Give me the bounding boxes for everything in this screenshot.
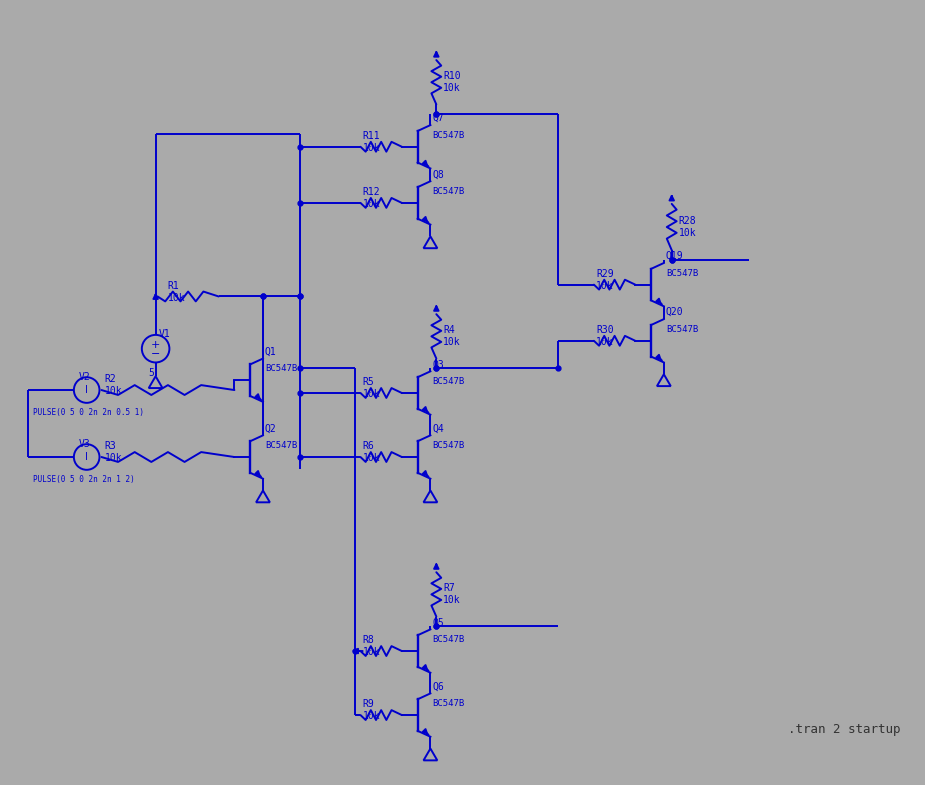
Text: Q6: Q6 <box>432 681 444 692</box>
Text: V2: V2 <box>79 372 91 382</box>
Text: BC547B: BC547B <box>432 635 464 644</box>
Text: 10k: 10k <box>105 386 122 396</box>
Text: Q2: Q2 <box>265 423 277 433</box>
Text: V1: V1 <box>158 329 170 339</box>
Text: BC547B: BC547B <box>432 187 464 196</box>
Text: 10k: 10k <box>363 711 380 721</box>
Text: Q5: Q5 <box>432 618 444 627</box>
Text: BC547B: BC547B <box>265 364 297 374</box>
Text: R29: R29 <box>596 269 613 279</box>
Text: 10k: 10k <box>443 82 461 93</box>
Text: V3: V3 <box>79 440 91 449</box>
Text: R3: R3 <box>105 441 117 451</box>
Text: BC547B: BC547B <box>265 441 297 451</box>
Text: Q7: Q7 <box>432 113 444 123</box>
Text: 10k: 10k <box>363 453 380 463</box>
Text: R9: R9 <box>363 699 375 710</box>
Text: BC547B: BC547B <box>666 325 698 334</box>
Text: .tran 2 startup: .tran 2 startup <box>788 723 900 736</box>
Text: 10k: 10k <box>443 337 461 347</box>
Text: R12: R12 <box>363 187 380 197</box>
Text: +: + <box>151 340 160 350</box>
Text: PULSE(0 5 0 2n 2n 1 2): PULSE(0 5 0 2n 2n 1 2) <box>32 475 134 484</box>
Text: BC547B: BC547B <box>432 699 464 708</box>
Text: Q3: Q3 <box>432 360 444 370</box>
Text: I: I <box>85 385 88 395</box>
Text: Q1: Q1 <box>265 346 277 356</box>
Text: 10k: 10k <box>363 647 380 657</box>
Text: BC547B: BC547B <box>666 269 698 278</box>
Text: 10k: 10k <box>679 228 697 238</box>
Text: 10k: 10k <box>363 143 380 153</box>
Text: 10k: 10k <box>596 337 613 347</box>
Text: 10k: 10k <box>363 199 380 209</box>
Text: R10: R10 <box>443 71 461 81</box>
Text: R8: R8 <box>363 635 375 645</box>
Text: 10k: 10k <box>596 281 613 290</box>
Text: 10k: 10k <box>363 389 380 399</box>
Text: R11: R11 <box>363 131 380 141</box>
Text: R6: R6 <box>363 441 375 451</box>
Text: 10k: 10k <box>105 453 122 463</box>
Text: 10k: 10k <box>167 293 185 302</box>
Text: R5: R5 <box>363 378 375 387</box>
Text: R4: R4 <box>443 325 455 335</box>
Text: R30: R30 <box>596 325 613 335</box>
Text: Q4: Q4 <box>432 423 444 433</box>
Text: BC547B: BC547B <box>432 378 464 386</box>
Text: R7: R7 <box>443 583 455 593</box>
Text: Q19: Q19 <box>666 251 684 261</box>
Text: Q8: Q8 <box>432 170 444 179</box>
Text: 10k: 10k <box>443 595 461 605</box>
Text: 5: 5 <box>149 368 154 378</box>
Text: BC547B: BC547B <box>432 131 464 140</box>
Text: I: I <box>85 452 88 462</box>
Text: PULSE(0 5 0 2n 2n 0.5 1): PULSE(0 5 0 2n 2n 0.5 1) <box>32 407 143 417</box>
Text: BC547B: BC547B <box>432 441 464 451</box>
Text: −: − <box>151 349 160 359</box>
Text: R1: R1 <box>167 281 179 290</box>
Text: Q20: Q20 <box>666 307 684 317</box>
Text: R28: R28 <box>679 216 697 226</box>
Text: R2: R2 <box>105 374 117 385</box>
